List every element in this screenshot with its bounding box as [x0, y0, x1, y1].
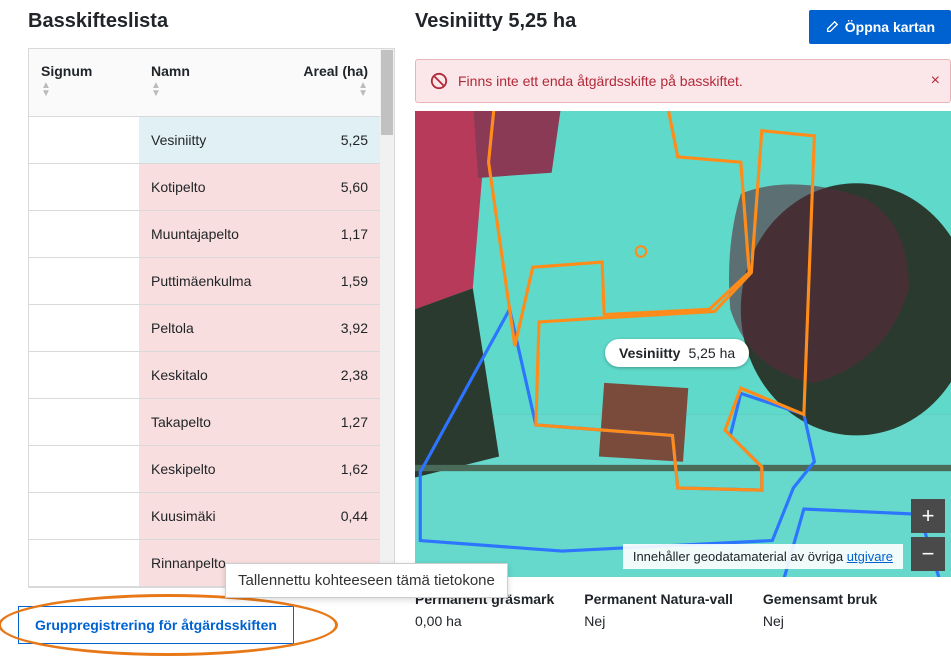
col-area[interactable]: Areal (ha)▲▼: [290, 49, 380, 117]
cell-name: Peltola: [139, 305, 290, 352]
table-row[interactable]: Puttimäenkulma1,59: [29, 258, 380, 305]
group-registration-button[interactable]: Gruppregistrering för åtgärdsskiften: [18, 606, 294, 644]
col-signum[interactable]: Signum▲▼: [29, 49, 139, 117]
scrollbar-track[interactable]: [380, 49, 394, 587]
zoom-out-button[interactable]: −: [911, 537, 945, 571]
col-name[interactable]: Namn▲▼: [139, 49, 290, 117]
cell-signum: [29, 399, 139, 446]
cell-signum: [29, 305, 139, 352]
cell-area: 5,25: [290, 117, 380, 164]
table-row[interactable]: Vesiniitty5,25: [29, 117, 380, 164]
table-row[interactable]: Keskipelto1,62: [29, 446, 380, 493]
right-title: Vesiniitty 5,25 ha: [415, 10, 576, 33]
cell-area: 2,38: [290, 352, 380, 399]
map-view[interactable]: Vesiniitty 5,25 ha Innehåller geodatamat…: [415, 111, 951, 577]
cell-signum: [29, 446, 139, 493]
left-title: Basskifteslista: [0, 10, 395, 48]
map-attribution: Innehåller geodatamaterial av övriga utg…: [623, 544, 903, 569]
cell-area: 1,27: [290, 399, 380, 446]
info-shared: Gemensamt bruk Nej: [763, 591, 877, 629]
cell-name: Kuusimäki: [139, 493, 290, 540]
cell-area: 1,62: [290, 446, 380, 493]
cell-name: Muuntajapelto: [139, 211, 290, 258]
zoom-controls: + −: [911, 499, 945, 571]
close-icon[interactable]: ×: [931, 72, 940, 90]
cell-signum: [29, 164, 139, 211]
cell-signum: [29, 258, 139, 305]
cell-area: 0,44: [290, 493, 380, 540]
cell-name: Vesiniitty: [139, 117, 290, 164]
zoom-in-button[interactable]: +: [911, 499, 945, 533]
cell-area: 1,59: [290, 258, 380, 305]
cell-signum: [29, 117, 139, 164]
ban-icon: [430, 72, 448, 90]
cell-area: 3,92: [290, 305, 380, 352]
info-natura: Permanent Natura-vall Nej: [584, 591, 733, 629]
cell-signum: [29, 540, 139, 587]
sort-icon: ▲▼: [151, 82, 278, 98]
open-map-button[interactable]: Öppna kartan: [809, 10, 951, 44]
edit-icon: [825, 20, 839, 34]
cell-name: Kotipelto: [139, 164, 290, 211]
table-row[interactable]: Muuntajapelto1,17: [29, 211, 380, 258]
cell-signum: [29, 493, 139, 540]
table-row[interactable]: Keskitalo2,38: [29, 352, 380, 399]
cell-area: 1,17: [290, 211, 380, 258]
table-row[interactable]: Kotipelto5,60: [29, 164, 380, 211]
cell-name: Keskipelto: [139, 446, 290, 493]
table-row[interactable]: Peltola3,92: [29, 305, 380, 352]
cell-name: Puttimäenkulma: [139, 258, 290, 305]
sort-icon: ▲▼: [41, 82, 127, 98]
cell-signum: [29, 211, 139, 258]
cell-name: Keskitalo: [139, 352, 290, 399]
table-row[interactable]: Kuusimäki0,44: [29, 493, 380, 540]
map-parcel-label: Vesiniitty 5,25 ha: [605, 339, 749, 367]
parcel-table-wrap: Signum▲▼ Namn▲▼ Areal (ha)▲▼ Vesiniitty5…: [28, 48, 395, 588]
scrollbar-thumb[interactable]: [381, 50, 393, 135]
attribution-link[interactable]: utgivare: [847, 549, 893, 564]
alert-text: Finns inte ett enda åtgärdsskifte på bas…: [458, 73, 743, 89]
cell-signum: [29, 352, 139, 399]
warning-alert: Finns inte ett enda åtgärdsskifte på bas…: [415, 59, 951, 103]
save-tooltip: Tallennettu kohteeseen tämä tietokone: [225, 563, 508, 598]
sort-icon: ▲▼: [302, 82, 368, 98]
parcel-table: Signum▲▼ Namn▲▼ Areal (ha)▲▼ Vesiniitty5…: [29, 49, 380, 587]
cell-name: Takapelto: [139, 399, 290, 446]
table-row[interactable]: Takapelto1,27: [29, 399, 380, 446]
cell-area: 5,60: [290, 164, 380, 211]
